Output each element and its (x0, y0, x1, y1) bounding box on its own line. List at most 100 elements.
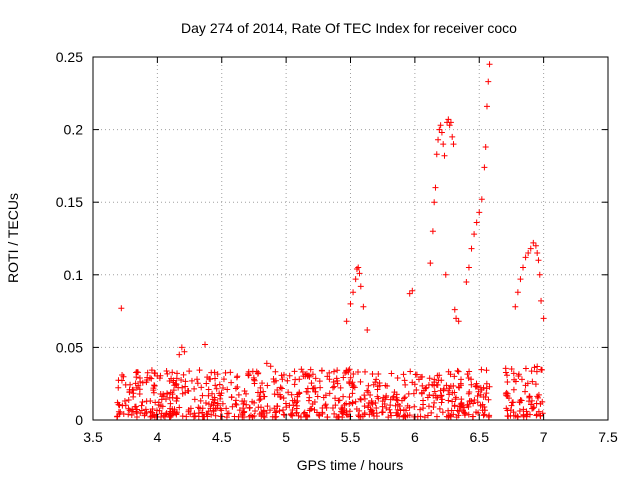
data-point (485, 78, 492, 85)
data-point (280, 395, 287, 402)
data-point (318, 367, 325, 374)
data-point (147, 398, 154, 405)
data-point (349, 400, 356, 407)
data-point (204, 411, 211, 418)
data-point (220, 376, 227, 383)
data-point (465, 411, 472, 418)
data-point (252, 408, 259, 415)
data-point (510, 409, 517, 416)
data-point (445, 387, 452, 394)
data-point (243, 401, 250, 408)
data-point (251, 399, 258, 406)
data-point (412, 371, 419, 378)
data-point (527, 245, 534, 252)
data-point (510, 386, 517, 393)
data-point (374, 386, 381, 393)
data-point (509, 399, 516, 406)
data-point (224, 410, 231, 417)
data-point (357, 283, 364, 290)
data-point (431, 399, 438, 406)
data-point (528, 368, 535, 375)
data-point (214, 371, 221, 378)
data-points (113, 61, 547, 421)
data-point (125, 411, 132, 418)
data-point (316, 378, 323, 385)
data-point (264, 382, 271, 389)
data-point (280, 371, 287, 378)
data-point (194, 376, 201, 383)
data-point (530, 405, 537, 412)
data-point (518, 376, 525, 383)
data-point (474, 392, 481, 399)
data-point (122, 402, 129, 409)
data-point (427, 260, 434, 267)
data-point (397, 407, 404, 414)
data-point (538, 366, 545, 373)
data-point (453, 315, 460, 322)
data-point (233, 401, 240, 408)
data-point (272, 368, 279, 375)
data-point (220, 385, 227, 392)
data-point (391, 389, 398, 396)
data-point (278, 385, 285, 392)
data-point (364, 326, 371, 333)
data-point (473, 382, 480, 389)
data-point (465, 390, 472, 397)
data-point (426, 375, 433, 382)
data-point (538, 297, 545, 304)
data-point (178, 344, 185, 351)
data-point (174, 370, 181, 377)
data-point (471, 396, 478, 403)
data-point (228, 394, 235, 401)
data-point (331, 383, 338, 390)
data-point (372, 400, 379, 407)
data-point (451, 373, 458, 380)
data-point (428, 409, 435, 416)
data-point (445, 368, 452, 375)
data-point (438, 129, 445, 136)
data-point (205, 392, 212, 399)
data-point (418, 389, 425, 396)
data-point (465, 403, 472, 410)
data-point (483, 390, 490, 397)
data-point (387, 396, 394, 403)
data-point (417, 406, 424, 413)
data-point (180, 371, 187, 378)
data-point (419, 382, 426, 389)
data-point (530, 239, 537, 246)
data-point (178, 377, 185, 384)
y-tick-labels: 0 0.05 0.1 0.15 0.2 0.25 (56, 49, 83, 428)
data-point (433, 394, 440, 401)
data-point (343, 411, 350, 418)
data-point (411, 403, 418, 410)
data-point (128, 412, 135, 419)
data-point (292, 376, 299, 383)
data-point (400, 406, 407, 413)
data-point (164, 370, 171, 377)
data-point (247, 412, 254, 419)
data-point (147, 408, 154, 415)
data-point (295, 412, 302, 419)
data-point (382, 382, 389, 389)
data-point (251, 377, 258, 384)
data-point (512, 378, 519, 385)
data-point (365, 382, 372, 389)
data-point (449, 133, 456, 140)
x-tick-label: 6.5 (470, 429, 490, 445)
data-point (114, 413, 121, 420)
data-point (480, 412, 487, 419)
data-point (394, 397, 401, 404)
data-point (454, 407, 461, 414)
data-point (522, 388, 529, 395)
data-point (296, 389, 303, 396)
data-point (383, 392, 390, 399)
data-point (522, 365, 529, 372)
data-point (512, 303, 519, 310)
data-point (362, 368, 369, 375)
data-point (388, 370, 395, 377)
data-point (447, 119, 454, 126)
data-point (334, 367, 341, 374)
data-point (229, 403, 236, 410)
data-point (299, 368, 306, 375)
data-point (199, 409, 206, 416)
